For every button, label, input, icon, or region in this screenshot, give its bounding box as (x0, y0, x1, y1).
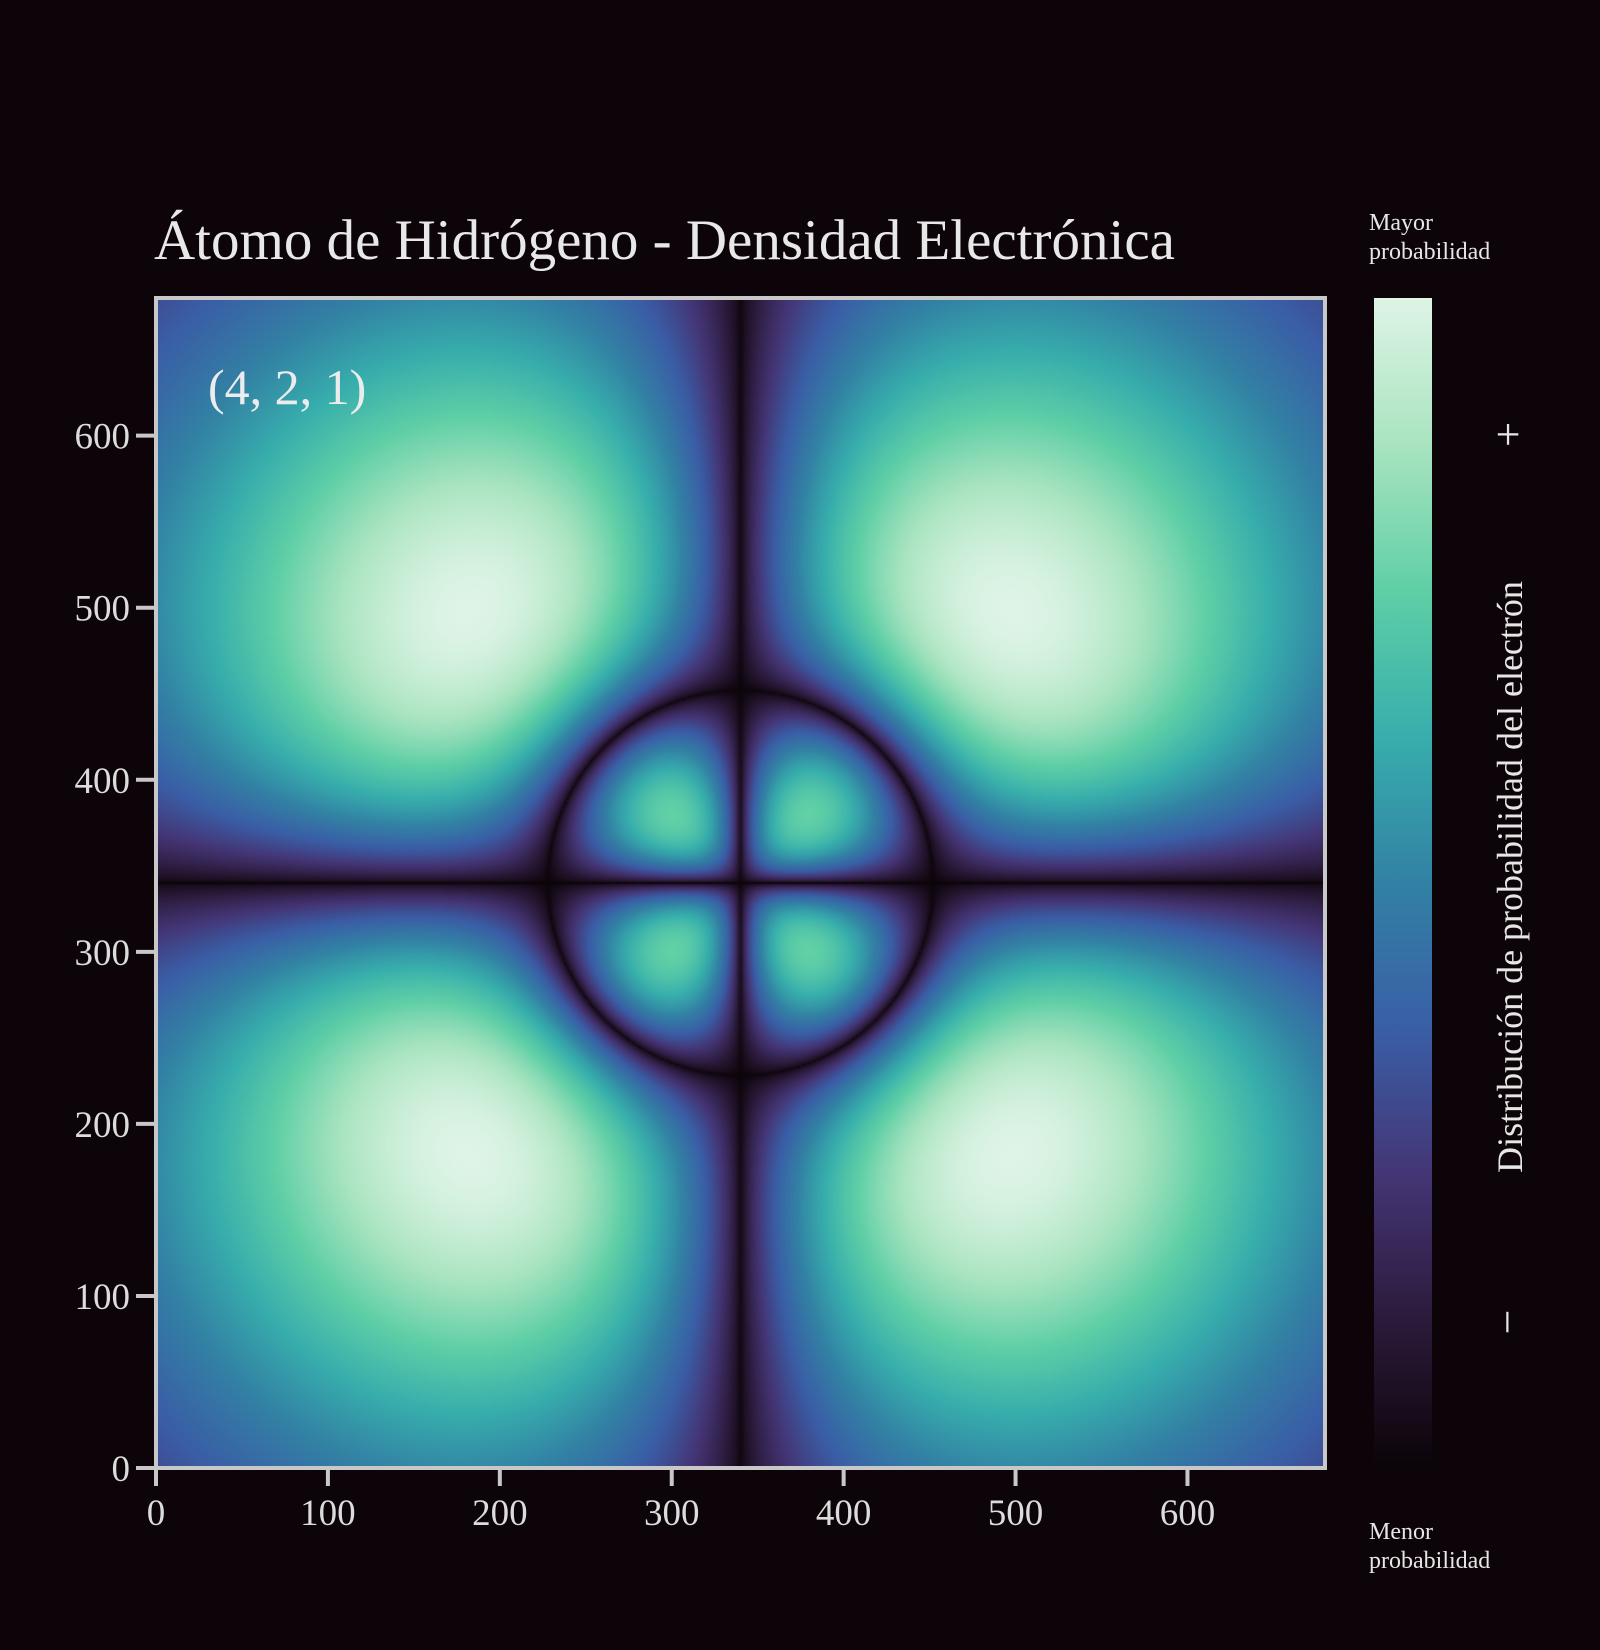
colorbar-top-label: Mayor probabilidad (1369, 209, 1490, 267)
probability-density-heatmap (156, 298, 1325, 1468)
x-tick-label: 600 (1160, 1493, 1216, 1534)
colorbar (1374, 298, 1432, 1468)
x-axis-ticks: 0 100 200 300 400 500 600 (147, 1468, 1215, 1534)
plus-icon: + (1495, 410, 1521, 459)
y-tick-label: 500 (75, 589, 131, 630)
quantum-numbers-annotation: (4, 2, 1) (208, 359, 367, 415)
colorbar-axis-label: Distribución de probabilidad del electró… (1490, 581, 1530, 1173)
x-tick-label: 500 (988, 1493, 1044, 1534)
minus-icon: − (1483, 1309, 1532, 1335)
chart-title: Átomo de Hidrógeno - Densidad Electrónic… (154, 209, 1175, 272)
colorbar-bottom-label: Menor probabilidad (1369, 1518, 1490, 1576)
colorbar-bottom-label-line: probabilidad (1369, 1548, 1491, 1574)
y-tick-label: 200 (75, 1105, 131, 1146)
y-axis-ticks: 0 100 200 300 400 500 600 (75, 417, 156, 1490)
colorbar-bottom-label-line: Menor (1369, 1519, 1433, 1545)
y-tick-label: 400 (75, 761, 131, 802)
y-tick-label: 0 (112, 1449, 131, 1490)
colorbar-top-label-line: probabilidad (1369, 239, 1491, 265)
colorbar-top-label-line: Mayor (1369, 210, 1433, 236)
y-tick-label: 100 (75, 1277, 131, 1318)
x-tick-label: 300 (644, 1493, 700, 1534)
x-tick-label: 400 (816, 1493, 872, 1534)
plot-frame (154, 296, 1327, 1470)
x-tick-label: 200 (472, 1493, 528, 1534)
x-tick-label: 100 (300, 1493, 356, 1534)
x-tick-label: 0 (147, 1493, 166, 1534)
y-tick-label: 300 (75, 933, 131, 974)
y-tick-label: 600 (75, 417, 131, 458)
